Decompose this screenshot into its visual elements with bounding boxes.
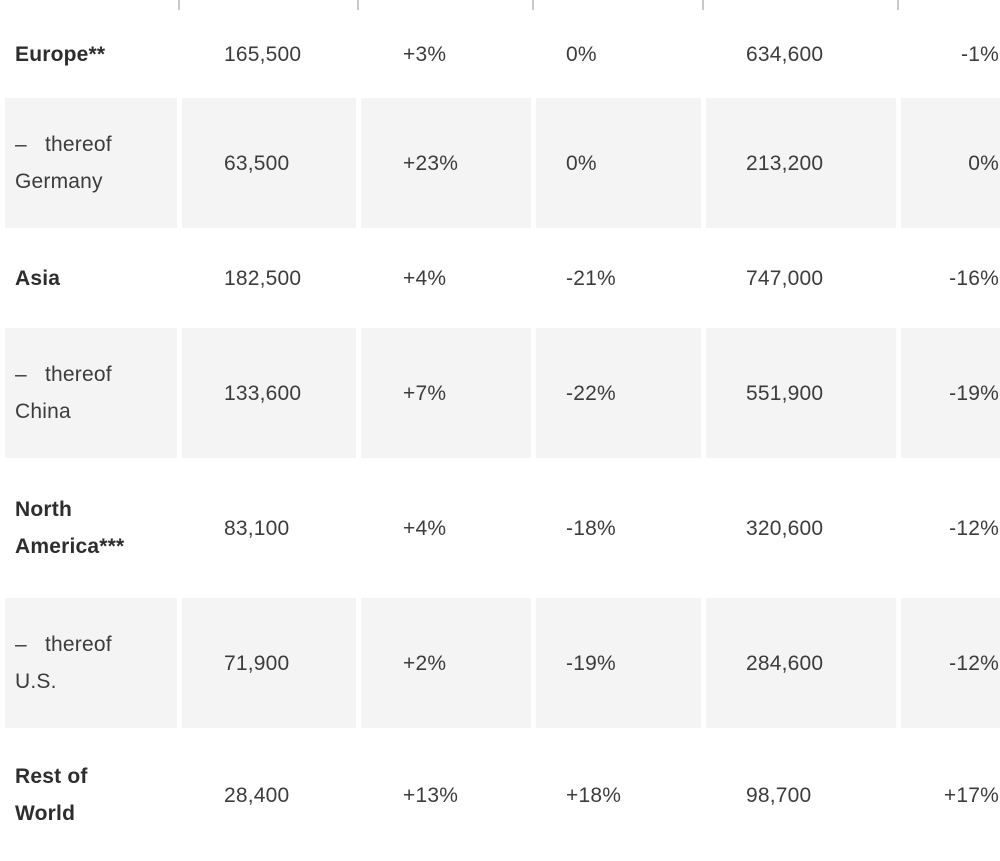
table-row-europe: Europe** 165,500 +3% 0% 634,600 -1%	[5, 10, 1000, 98]
column-divider-tick	[532, 0, 534, 10]
value-cell: 133,600	[182, 328, 356, 458]
value-cell: +7%	[361, 328, 531, 458]
value-cell: -16%	[901, 228, 1000, 328]
value-cell: -12%	[901, 458, 1000, 598]
value-cell: -18%	[536, 458, 701, 598]
table-row-thereof-china: – thereof China 133,600 +7% -22% 551,900…	[5, 328, 1000, 458]
table-row-rest-of-world: Rest of World 28,400 +13% +18% 98,700 +1…	[5, 728, 1000, 861]
value-cell: -12%	[901, 598, 1000, 728]
value-cell: 747,000	[706, 228, 896, 328]
table-row-asia: Asia 182,500 +4% -21% 747,000 -16%	[5, 228, 1000, 328]
value-cell: +3%	[361, 10, 531, 98]
region-label: Rest of World	[5, 728, 177, 861]
regional-sales-table: Europe** 165,500 +3% 0% 634,600 -1% – th…	[0, 10, 1000, 861]
region-label: Asia	[5, 228, 177, 328]
value-cell: 213,200	[706, 98, 896, 228]
value-cell: -19%	[536, 598, 701, 728]
value-cell: 284,600	[706, 598, 896, 728]
table-row-north-america: North America*** 83,100 +4% -18% 320,600…	[5, 458, 1000, 598]
value-cell: 71,900	[182, 598, 356, 728]
value-cell: +18%	[536, 728, 701, 861]
value-cell: +13%	[361, 728, 531, 861]
region-label: Europe**	[5, 10, 177, 98]
value-cell: +2%	[361, 598, 531, 728]
value-cell: 0%	[536, 98, 701, 228]
value-cell: 98,700	[706, 728, 896, 861]
column-divider-tick	[178, 0, 180, 10]
value-cell: 165,500	[182, 10, 356, 98]
column-divider-tick	[702, 0, 704, 10]
region-label: – thereof U.S.	[5, 598, 177, 728]
value-cell: -22%	[536, 328, 701, 458]
value-cell: +4%	[361, 228, 531, 328]
value-cell: 182,500	[182, 228, 356, 328]
value-cell: +4%	[361, 458, 531, 598]
value-cell: 320,600	[706, 458, 896, 598]
value-cell: 83,100	[182, 458, 356, 598]
region-label: North America***	[5, 458, 177, 598]
value-cell: +17%	[901, 728, 1000, 861]
value-cell: 63,500	[182, 98, 356, 228]
value-cell: -1%	[901, 10, 1000, 98]
value-cell: -19%	[901, 328, 1000, 458]
value-cell: 0%	[901, 98, 1000, 228]
value-cell: +23%	[361, 98, 531, 228]
value-cell: -21%	[536, 228, 701, 328]
region-label: – thereof China	[5, 328, 177, 458]
value-cell: 28,400	[182, 728, 356, 861]
value-cell: 634,600	[706, 10, 896, 98]
column-divider-tick	[897, 0, 899, 10]
table-row-thereof-germany: – thereof Germany 63,500 +23% 0% 213,200…	[5, 98, 1000, 228]
column-divider-tick	[357, 0, 359, 10]
value-cell: 551,900	[706, 328, 896, 458]
value-cell: 0%	[536, 10, 701, 98]
table-row-thereof-us: – thereof U.S. 71,900 +2% -19% 284,600 -…	[5, 598, 1000, 728]
region-label: – thereof Germany	[5, 98, 177, 228]
